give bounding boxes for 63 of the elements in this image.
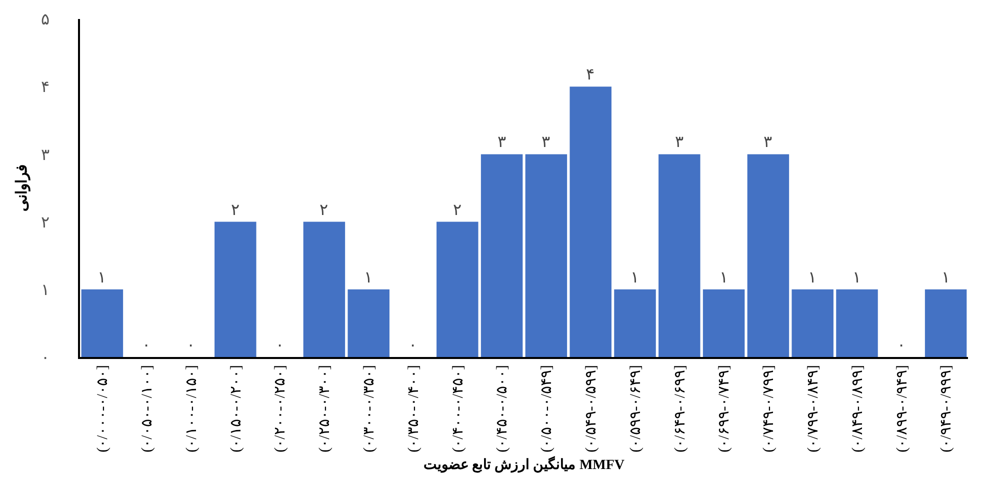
bar	[836, 289, 878, 357]
data-label: ۰	[142, 337, 152, 354]
x-tick-label: (۰/۶۹۹-۰/۷۴۹]	[716, 365, 733, 452]
x-tick-label: (۰/۴۵۰-۰/۵۰۰]	[494, 365, 511, 452]
data-label: ۳	[542, 134, 551, 152]
bar	[436, 222, 478, 357]
data-label: ۱	[852, 269, 862, 286]
y-tick-label: ۰	[40, 350, 50, 367]
x-tick-label: (۰/۸۴۹-۰/۸۹۹]	[850, 365, 866, 452]
data-label: ۳	[674, 134, 684, 152]
bar	[702, 289, 745, 357]
bar	[658, 154, 700, 357]
y-tick-label: ۱	[40, 282, 50, 299]
bar	[792, 289, 834, 357]
x-tick-label: (۰/۰۵۰-۰/۱۰۰]	[139, 365, 156, 452]
bar	[303, 222, 346, 357]
data-label: ۳	[764, 134, 773, 152]
data-label: ۱	[98, 269, 107, 286]
data-label: ۰	[896, 337, 906, 354]
data-label: ۲	[230, 202, 240, 219]
data-label: ۰	[408, 337, 418, 354]
bar	[747, 154, 790, 357]
data-label: ۱	[941, 269, 950, 286]
data-label: ۰	[275, 337, 284, 354]
data-label: ۲	[320, 202, 329, 219]
bar	[348, 289, 390, 357]
bar	[480, 154, 523, 357]
x-tick-label: (۰/۵۴۹-۰/۵۹۹]	[583, 365, 600, 452]
x-tick-label: (۰/۲۵۰-۰/۳۰۰]	[317, 365, 334, 452]
data-label: ۱	[719, 269, 728, 286]
data-label: ۳	[497, 134, 506, 152]
x-tick-label: (۰/۳۰۰-۰/۳۵۰]	[361, 365, 378, 452]
data-label: ۴	[586, 66, 596, 84]
x-tick-label: (۰/۹۴۹-۰/۹۹۹]	[938, 365, 955, 452]
y-tick-label: ۲	[40, 214, 50, 232]
data-label: ۱	[630, 269, 640, 286]
x-tick-label: (۰/۱۰۰-۰/۱۵۰]	[184, 365, 200, 452]
x-tick-label: (۰/۵۹۹-۰/۶۴۹]	[628, 365, 644, 452]
data-label: ۰	[186, 337, 196, 354]
data-label: ۲	[452, 202, 462, 219]
y-tick-label: ۳	[40, 146, 50, 164]
bar	[81, 289, 124, 357]
x-tick-label: (۰/۷۹۹-۰/۸۴۹]	[805, 365, 822, 452]
y-tick-label: ۴	[40, 79, 50, 96]
x-tick-label: (۰/۵۰۰-۰/۵۴۹]	[539, 365, 556, 452]
x-tick-label: (۰/۳۵۰-۰/۴۰۰]	[406, 365, 422, 452]
x-tick-label: (۰/۴۰۰-۰/۴۵۰]	[450, 365, 466, 452]
data-label: ۱	[364, 269, 374, 286]
x-tick-label: (۰/۶۴۹-۰/۶۹۹]	[672, 365, 688, 452]
x-tick-label: (۰/۷۴۹-۰/۷۹۹]	[761, 365, 778, 452]
bar	[214, 222, 256, 357]
x-tick-label: (۰/۸۹۹-۰/۹۴۹]	[894, 365, 910, 452]
y-tick-label: ۵	[40, 12, 50, 29]
x-axis-title: میانگین ارزش تابع عضویت MMFV	[423, 456, 625, 474]
bar	[614, 289, 656, 357]
x-tick-label: (۰/۰۰۰-۰/۰۵۰]	[95, 365, 112, 452]
bar	[525, 154, 568, 357]
y-axis-title: فراوانی	[14, 164, 31, 212]
bar	[924, 289, 967, 357]
data-label: ۱	[808, 269, 818, 286]
bar	[570, 86, 612, 357]
x-tick-label: (۰/۱۵۰-۰/۲۰۰]	[228, 365, 244, 452]
x-tick-label: (۰/۲۰۰-۰/۲۵۰]	[272, 365, 289, 452]
